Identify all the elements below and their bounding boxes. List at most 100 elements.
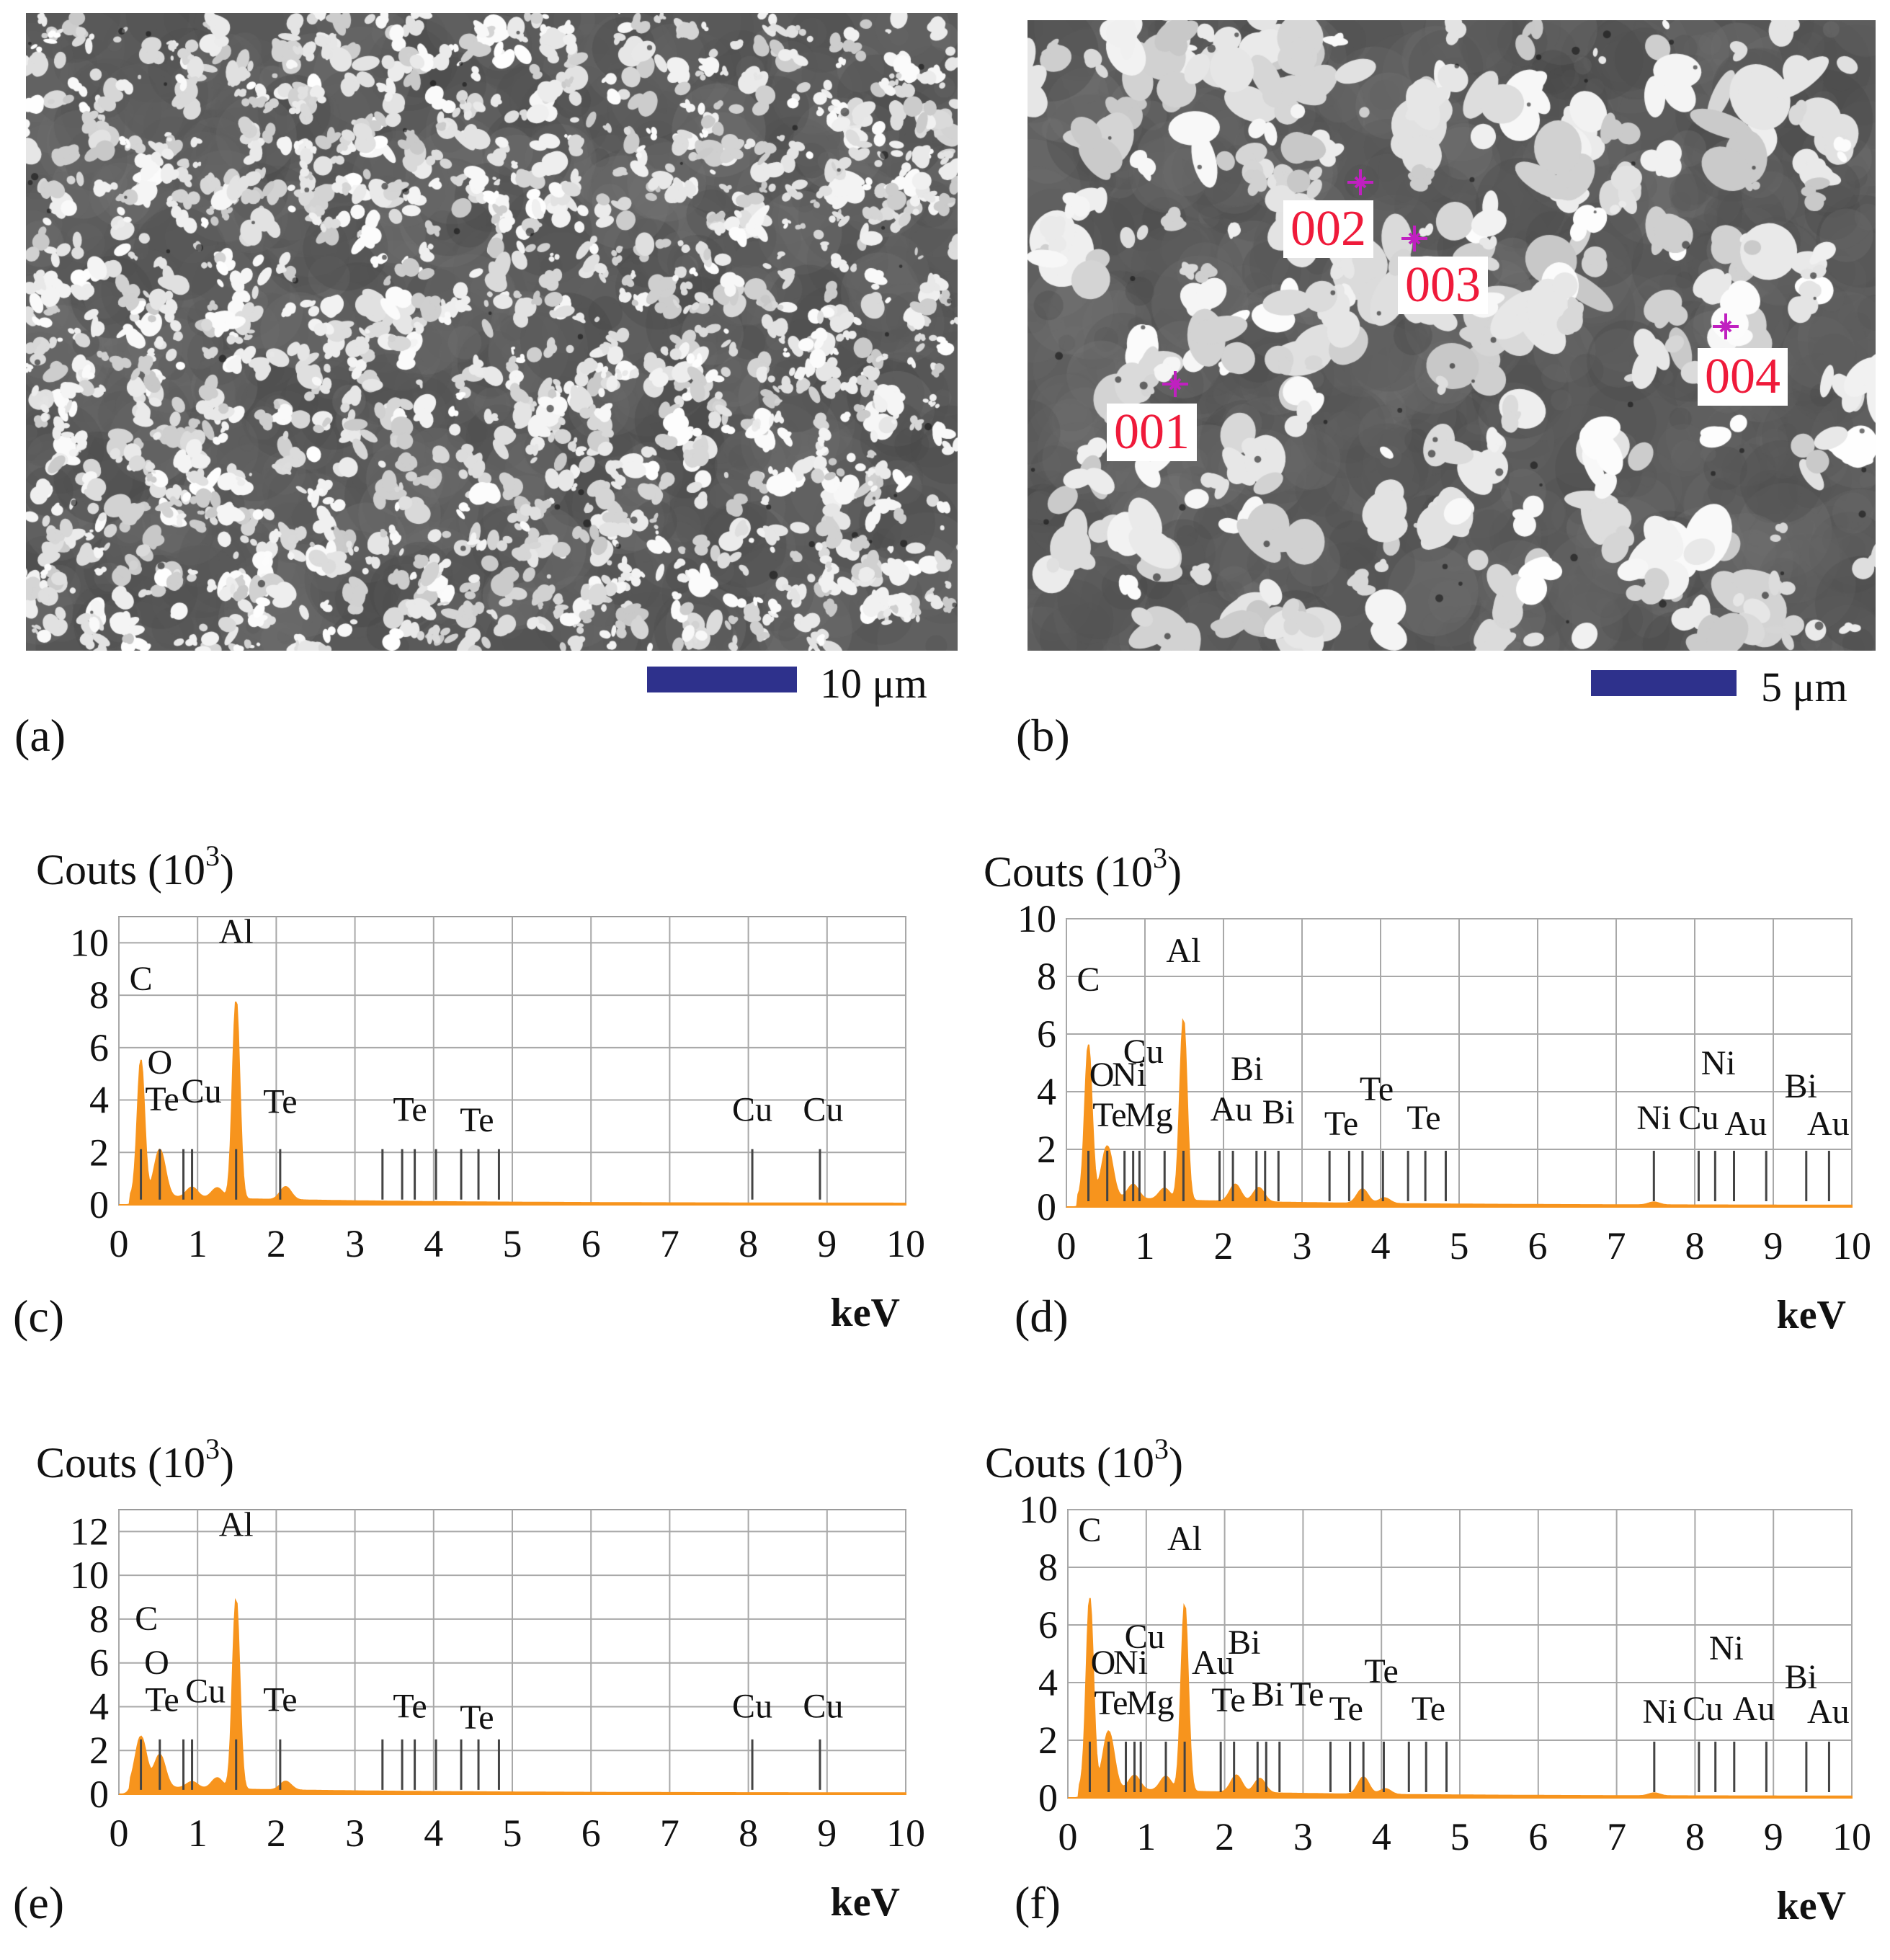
point-label-001: 001 — [1107, 404, 1197, 461]
panel-label-e: (e) — [13, 1877, 65, 1928]
element-label: O — [1089, 1056, 1115, 1094]
panel-label-d: (d) — [1015, 1291, 1069, 1342]
element-label: Au — [1211, 1090, 1253, 1128]
sem-texture-b — [1028, 20, 1876, 651]
element-label: Al — [1167, 1520, 1202, 1558]
x-tick-label: 4 — [1372, 1815, 1391, 1858]
element-label: Cu — [1125, 1618, 1165, 1656]
element-label: Bi — [1252, 1675, 1284, 1714]
element-label: Te — [1211, 1681, 1245, 1719]
x-tick-label: 7 — [660, 1812, 679, 1855]
x-tick-label: 6 — [581, 1812, 601, 1855]
spectrum-area — [119, 1001, 906, 1206]
x-tick-label: 8 — [1685, 1224, 1705, 1268]
panel-label-c: (c) — [13, 1291, 65, 1342]
element-label: Cu — [803, 1091, 843, 1129]
element-label: Cu — [732, 1091, 772, 1129]
element-label: Cu — [185, 1672, 226, 1710]
point-label-002: 002 — [1283, 200, 1373, 258]
element-label: Te — [1094, 1684, 1128, 1722]
element-label: Au — [1192, 1644, 1234, 1682]
element-label: C — [1078, 1511, 1101, 1549]
spectrum-area — [118, 1598, 906, 1795]
x-tick-label: 5 — [503, 1222, 522, 1265]
element-label: Te — [1407, 1099, 1440, 1137]
element-label: Te — [1360, 1070, 1394, 1108]
element-label: Ni — [1636, 1099, 1671, 1137]
element-label: Te — [1329, 1690, 1363, 1728]
panel-label-b: (b) — [1016, 710, 1070, 761]
y-tick-label: 10 — [70, 1554, 109, 1597]
x-tick-label: 0 — [1058, 1815, 1078, 1858]
x-tick-label: 2 — [267, 1812, 286, 1855]
element-label: C — [1077, 961, 1100, 999]
x-axis-label: keV — [1777, 1293, 1846, 1337]
element-label: Au — [1725, 1105, 1768, 1143]
x-tick-label: 10 — [1832, 1815, 1871, 1858]
y-tick-label: 8 — [1037, 955, 1056, 998]
element-label: Ni — [1113, 1644, 1148, 1682]
spectrum-area — [1068, 1598, 1853, 1799]
element-label: Cu — [1682, 1690, 1723, 1728]
element-label: Au — [1807, 1693, 1850, 1731]
x-tick-label: 4 — [424, 1222, 443, 1265]
x-tick-label: 5 — [1450, 1815, 1470, 1858]
element-label: Te — [460, 1698, 494, 1737]
element-label: C — [130, 960, 153, 998]
y-tick-label: 6 — [1037, 1012, 1056, 1056]
x-tick-label: 2 — [1215, 1815, 1234, 1858]
y-tick-label: 8 — [1038, 1546, 1058, 1589]
element-label: Ni — [1701, 1044, 1736, 1082]
scale-label-a: 10 μm — [820, 660, 927, 707]
sem-image-b: 001 002 003 004 — [1028, 20, 1876, 651]
y-axis-label: Couts (103) — [985, 1433, 1183, 1487]
x-tick-label: 7 — [1607, 1815, 1626, 1858]
element-label: Cu — [182, 1072, 222, 1110]
x-tick-label: 3 — [345, 1812, 365, 1855]
point-marker-004 — [1713, 313, 1739, 339]
element-label: Cu — [1123, 1033, 1164, 1071]
element-label: O — [144, 1644, 169, 1682]
x-axis-label: keV — [831, 1880, 900, 1925]
x-tick-label: 7 — [660, 1222, 679, 1265]
element-label: Cu — [803, 1688, 843, 1726]
element-label: O — [1091, 1644, 1116, 1682]
y-tick-label: 8 — [89, 1598, 109, 1641]
x-tick-label: 9 — [1764, 1815, 1783, 1858]
y-axis-label: Couts (103) — [984, 842, 1182, 896]
element-label: Te — [145, 1080, 179, 1118]
element-label: Mg — [1125, 1096, 1173, 1134]
sem-image-a — [26, 13, 958, 651]
y-tick-label: 2 — [89, 1729, 109, 1772]
x-tick-label: 1 — [1136, 1815, 1156, 1858]
x-tick-label: 0 — [1057, 1224, 1077, 1268]
x-tick-label: 6 — [1528, 1815, 1548, 1858]
eds-spectrum-d: Couts (103)0 1 2 3 4 5 6 7 8 9 100246810keVCONiCuT… — [984, 842, 1871, 1337]
x-tick-label: 4 — [424, 1812, 443, 1855]
element-label: Te — [1324, 1105, 1358, 1143]
y-tick-label: 2 — [89, 1131, 109, 1174]
x-tick-label: 8 — [739, 1812, 758, 1855]
point-marker-002 — [1347, 169, 1373, 195]
y-tick-label: 6 — [89, 1642, 109, 1685]
element-label: Te — [1365, 1652, 1399, 1690]
y-tick-label: 2 — [1037, 1128, 1056, 1171]
scale-label-b: 5 μm — [1761, 664, 1847, 710]
x-axis-label: keV — [1777, 1884, 1846, 1928]
y-axis-label: Couts (103) — [36, 839, 234, 894]
element-label: Au — [1733, 1690, 1775, 1728]
element-label: Te — [1412, 1690, 1445, 1728]
spectrum-area — [1066, 1017, 1853, 1208]
element-label: Al — [1166, 932, 1200, 970]
y-tick-label: 10 — [1017, 897, 1056, 940]
element-label: Te — [460, 1101, 494, 1139]
element-label: Cu — [1678, 1099, 1719, 1137]
y-tick-label: 4 — [1038, 1661, 1058, 1704]
element-label: C — [135, 1600, 158, 1638]
x-tick-label: 3 — [1293, 1815, 1313, 1858]
element-label: Te — [393, 1091, 427, 1129]
element-label: Te — [263, 1083, 297, 1121]
x-tick-label: 4 — [1371, 1224, 1391, 1268]
x-tick-label: 1 — [188, 1812, 208, 1855]
